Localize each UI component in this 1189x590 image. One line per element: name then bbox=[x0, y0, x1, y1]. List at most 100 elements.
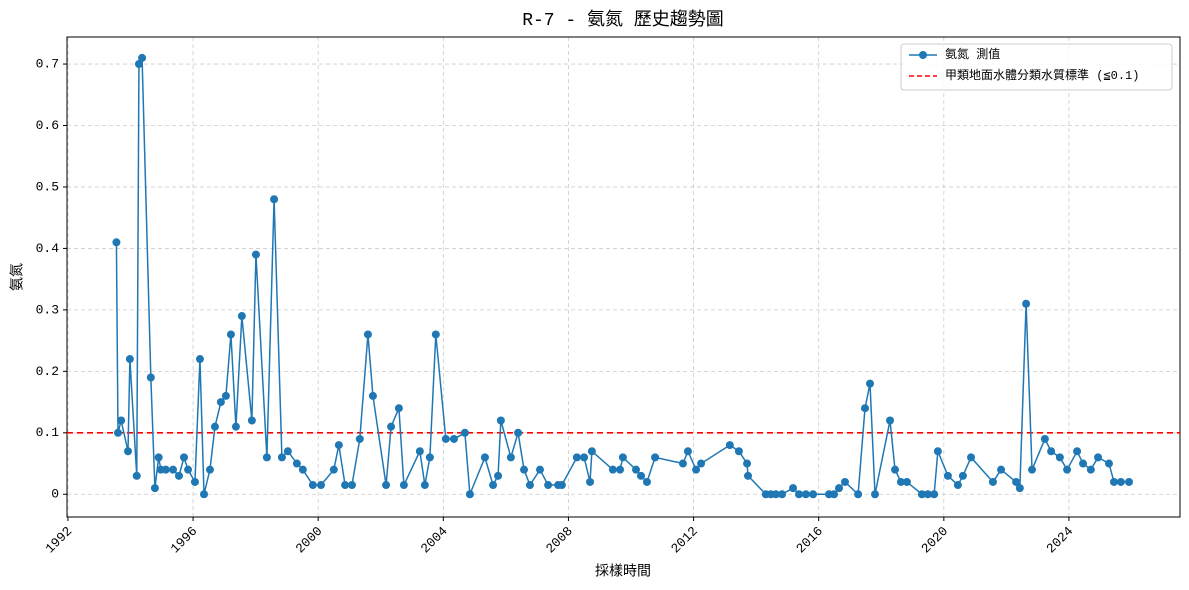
data-point bbox=[134, 60, 143, 69]
data-point bbox=[169, 465, 178, 474]
data-point bbox=[221, 391, 230, 400]
data-point bbox=[277, 453, 286, 462]
data-point bbox=[1104, 459, 1113, 468]
data-point bbox=[251, 250, 260, 259]
data-point bbox=[958, 471, 967, 480]
data-point bbox=[237, 312, 246, 321]
data-point bbox=[789, 484, 798, 493]
data-point bbox=[743, 459, 752, 468]
data-point bbox=[886, 416, 895, 425]
data-point bbox=[210, 422, 219, 431]
data-point bbox=[329, 465, 338, 474]
data-point bbox=[587, 447, 596, 456]
data-point bbox=[270, 195, 279, 204]
data-point bbox=[778, 490, 787, 499]
data-point bbox=[923, 490, 932, 499]
data-point bbox=[697, 459, 706, 468]
data-point bbox=[586, 477, 595, 486]
data-point bbox=[179, 453, 188, 462]
data-point bbox=[205, 465, 214, 474]
data-point bbox=[431, 330, 440, 339]
y-tick-label: 0 bbox=[51, 487, 59, 502]
legend-label: 氨氮 測值 bbox=[945, 46, 1000, 62]
y-axis-label: 氨氮 bbox=[10, 263, 27, 291]
data-point bbox=[572, 453, 581, 462]
x-tick-label: 2000 bbox=[293, 524, 326, 557]
data-point bbox=[840, 477, 849, 486]
data-point bbox=[399, 481, 408, 490]
data-point bbox=[334, 441, 343, 450]
data-point bbox=[1012, 477, 1021, 486]
data-point bbox=[544, 481, 553, 490]
data-point bbox=[161, 465, 170, 474]
data-point bbox=[616, 465, 625, 474]
data-point bbox=[860, 404, 869, 413]
data-point bbox=[355, 434, 364, 443]
data-point bbox=[771, 490, 780, 499]
x-tick-label: 2020 bbox=[918, 524, 951, 557]
data-point bbox=[125, 355, 134, 364]
data-point bbox=[200, 490, 209, 499]
data-point bbox=[425, 453, 434, 462]
data-point bbox=[1022, 299, 1031, 308]
data-point bbox=[988, 477, 997, 486]
data-point bbox=[363, 330, 372, 339]
data-point bbox=[917, 490, 926, 499]
data-point bbox=[460, 428, 469, 437]
data-point bbox=[415, 447, 424, 456]
data-point bbox=[997, 465, 1006, 474]
data-point bbox=[608, 465, 617, 474]
data-point bbox=[341, 481, 350, 490]
data-point bbox=[525, 481, 534, 490]
plot-frame bbox=[66, 36, 1181, 518]
data-point bbox=[801, 490, 810, 499]
data-point bbox=[138, 53, 147, 62]
data-point bbox=[184, 465, 193, 474]
data-point bbox=[967, 453, 976, 462]
data-point bbox=[642, 477, 651, 486]
data-point bbox=[292, 459, 301, 468]
data-point bbox=[1094, 453, 1103, 462]
data-point bbox=[902, 477, 911, 486]
data-point bbox=[618, 453, 627, 462]
data-point bbox=[1040, 434, 1049, 443]
data-point bbox=[174, 471, 183, 480]
data-point bbox=[725, 441, 734, 450]
data-point bbox=[387, 422, 396, 431]
data-point bbox=[394, 404, 403, 413]
data-point bbox=[420, 481, 429, 490]
data-point bbox=[871, 490, 880, 499]
data-point bbox=[154, 453, 163, 462]
data-point bbox=[930, 490, 939, 499]
legend-box bbox=[900, 43, 1173, 91]
data-point bbox=[117, 416, 126, 425]
data-point bbox=[195, 355, 204, 364]
x-tick-label: 1992 bbox=[43, 524, 76, 557]
x-tick-label: 1996 bbox=[168, 524, 201, 557]
data-point bbox=[347, 481, 356, 490]
data-point bbox=[678, 459, 687, 468]
data-point bbox=[441, 434, 450, 443]
data-point bbox=[1055, 453, 1064, 462]
data-point bbox=[535, 465, 544, 474]
data-point bbox=[632, 465, 641, 474]
data-point bbox=[317, 481, 326, 490]
data-point bbox=[382, 481, 391, 490]
data-point bbox=[247, 416, 256, 425]
data-point bbox=[520, 465, 529, 474]
data-point bbox=[692, 465, 701, 474]
data-point bbox=[298, 465, 307, 474]
data-point bbox=[494, 471, 503, 480]
series-line bbox=[115, 57, 1130, 496]
data-point bbox=[216, 398, 225, 407]
legend-label: 甲類地面水體分類水質標準 (≦0.1) bbox=[945, 67, 1139, 83]
y-tick-label: 0.5 bbox=[36, 179, 59, 194]
data-point bbox=[449, 434, 458, 443]
data-point bbox=[1073, 447, 1082, 456]
y-tick-label: 0.7 bbox=[36, 56, 59, 71]
data-point bbox=[123, 447, 132, 456]
data-point bbox=[854, 490, 863, 499]
x-tick-label: 2004 bbox=[418, 524, 451, 557]
data-point bbox=[489, 481, 498, 490]
